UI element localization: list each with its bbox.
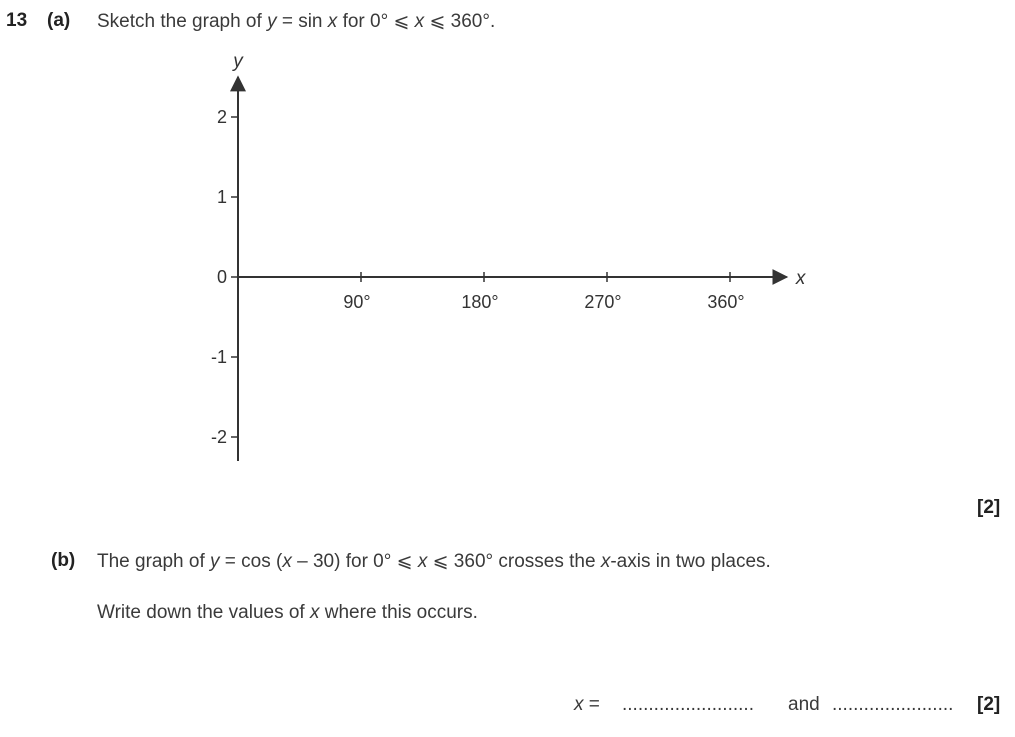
var-x: x <box>414 11 425 32</box>
line2-text: Write down the values of <box>97 602 310 623</box>
cos-func-end: – 30) for 0° ⩽ <box>291 551 418 572</box>
range-end: ⩽ 360° crosses the <box>427 551 601 572</box>
part-b-line1: The graph of y = cos (x – 30) for 0° ⩽ x… <box>97 550 771 573</box>
part-b-marks: [2] <box>977 694 1001 715</box>
x-tick-label: 360° <box>707 292 744 312</box>
x-tick-label: 270° <box>584 292 621 312</box>
var-y: y <box>267 11 277 32</box>
var-x: x <box>417 551 428 572</box>
y-tick-label: 0 <box>217 267 227 287</box>
equals-sin: = sin <box>276 11 328 32</box>
var-x: x <box>282 551 292 572</box>
y-tick-label: 1 <box>217 187 227 207</box>
range-suffix: ⩽ 360°. <box>424 11 496 32</box>
var-y: y <box>210 551 220 572</box>
line2-end: where this occurs. <box>319 602 478 623</box>
x-tick-label: 180° <box>461 292 498 312</box>
answer-field-2[interactable]: ....................... <box>832 694 954 715</box>
answer-field-1[interactable]: ......................... <box>622 694 754 715</box>
y-tick-label: -2 <box>211 427 227 447</box>
var-x: x <box>309 602 320 623</box>
part-b-label: (b) <box>51 550 76 571</box>
answer-equals: = <box>583 694 600 715</box>
part-a-marks: [2] <box>977 497 1001 518</box>
range-prefix: for 0° ⩽ <box>337 11 415 32</box>
answer-label: x = <box>574 694 600 716</box>
part-a-prompt: Sketch the graph of y = sin x for 0° ⩽ x… <box>97 10 495 33</box>
part-b-text: The graph of <box>97 551 211 572</box>
y-tick-label: -1 <box>211 347 227 367</box>
y-tick-label: 2 <box>217 107 227 127</box>
line1-end: -axis in two places. <box>610 551 771 572</box>
question-number: 13 <box>6 10 28 31</box>
var-x: x <box>600 551 611 572</box>
part-b-line2: Write down the values of x where this oc… <box>97 602 478 624</box>
x-axis-label: x <box>795 268 807 289</box>
part-a-label: (a) <box>47 10 71 31</box>
x-tick-label: 90° <box>343 292 370 312</box>
y-axis-label: y <box>231 51 244 72</box>
part-a-text: Sketch the graph of <box>97 11 268 32</box>
cos-func: = cos ( <box>219 551 283 572</box>
answer-var-x: x <box>574 694 584 715</box>
answer-and: and <box>788 694 820 715</box>
var-x: x <box>327 11 338 32</box>
